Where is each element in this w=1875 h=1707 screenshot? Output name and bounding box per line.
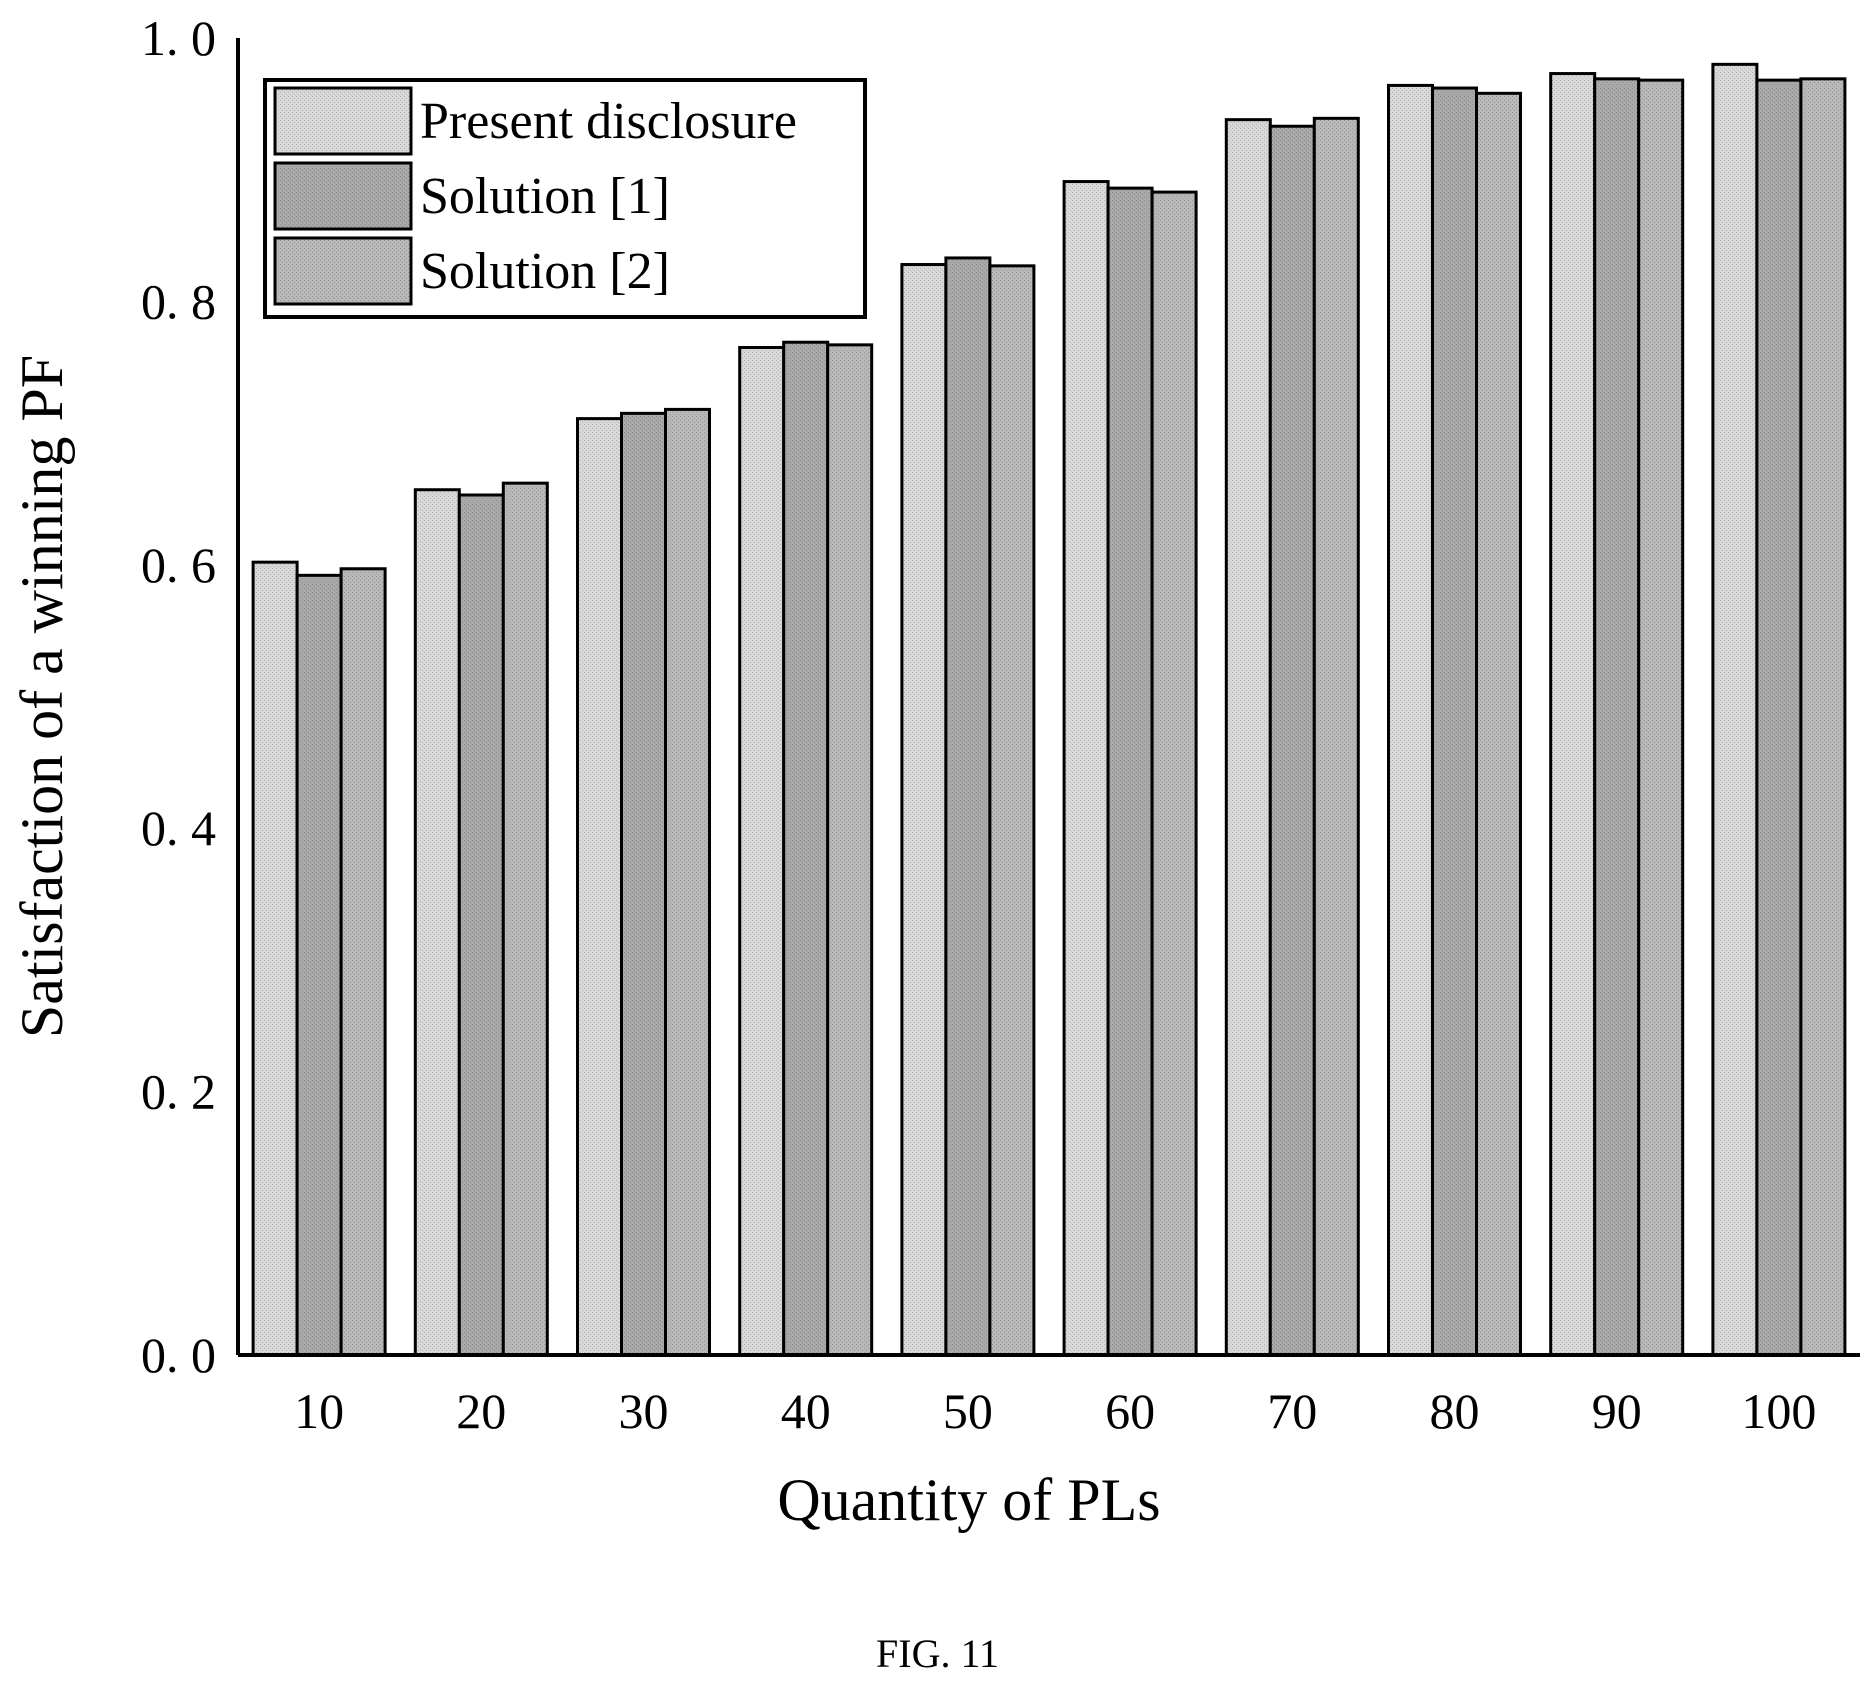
bar: [1711, 62, 1759, 1357]
bar: [900, 263, 948, 1357]
y-tick-labels: 0. 0 0. 2 0. 4 0. 6 0. 8 1. 0: [141, 10, 216, 1383]
bar-outline: [1312, 116, 1360, 1357]
x-tick-label: 40: [781, 1383, 831, 1439]
bar: [295, 573, 343, 1357]
bar-outline: [664, 407, 711, 1357]
bar-outline: [413, 488, 461, 1357]
legend-label: Solution [2]: [420, 243, 670, 300]
bar: [251, 560, 299, 1357]
bar: [782, 340, 830, 1357]
bar-outline: [1755, 78, 1803, 1357]
bar: [738, 345, 786, 1357]
bar-outline: [1062, 180, 1110, 1357]
x-tick-label: 70: [1267, 1383, 1317, 1439]
bar-outline: [251, 560, 299, 1357]
x-tick-label: 100: [1741, 1383, 1816, 1439]
bar: [1799, 77, 1847, 1357]
bar-outline: [620, 411, 667, 1357]
bar-outline: [826, 343, 874, 1357]
bar: [620, 411, 667, 1357]
legend-item: Solution [2]: [273, 236, 670, 306]
bar-outline: [1475, 91, 1522, 1357]
bars-group: [251, 62, 1847, 1357]
legend-swatch-outline: [273, 161, 413, 231]
bar-outline: [1431, 86, 1478, 1357]
bar-outline: [1224, 118, 1272, 1357]
y-tick-label: 0. 8: [141, 273, 216, 329]
bar-outline: [1268, 124, 1316, 1357]
bar: [1062, 180, 1110, 1357]
y-tick-label: 0. 4: [141, 800, 216, 856]
x-tick-label: 90: [1592, 1383, 1642, 1439]
bar-outline: [944, 256, 992, 1357]
bar: [826, 343, 874, 1357]
bar: [1268, 124, 1316, 1357]
bar: [1224, 118, 1272, 1357]
bar: [1755, 78, 1803, 1357]
bar: [576, 417, 623, 1357]
bar-outline: [1637, 78, 1685, 1357]
bar: [988, 264, 1036, 1357]
x-tick-label: 60: [1105, 1383, 1155, 1439]
legend: Present disclosure Solution [1] Solution […: [263, 78, 867, 319]
legend-swatch-outline: [273, 236, 413, 306]
bar: [1106, 186, 1154, 1357]
legend-item: Present disclosure: [273, 86, 797, 156]
x-tick-label: 20: [456, 1383, 506, 1439]
x-tick-labels: 10 20 30 40 50 60 70 80 90 100: [294, 1383, 1816, 1439]
figure-caption: FIG. 11: [876, 1631, 999, 1676]
bar: [664, 407, 711, 1357]
x-tick-label: 80: [1430, 1383, 1480, 1439]
y-axis-title: Satisfaction of a winning PF: [9, 355, 75, 1038]
bar: [1387, 83, 1434, 1357]
legend-label: Present disclosure: [420, 93, 797, 150]
bar-outline: [1150, 190, 1198, 1357]
bar-outline: [457, 493, 505, 1357]
bar-outline: [738, 345, 786, 1357]
legend-swatch-outline: [273, 86, 413, 156]
bar-outline: [1799, 77, 1847, 1357]
y-tick-label: 0. 6: [141, 537, 216, 593]
bar: [1431, 86, 1478, 1357]
y-tick-label: 0. 2: [141, 1064, 216, 1120]
bar-outline: [900, 263, 948, 1357]
legend-item: Solution [1]: [273, 161, 670, 231]
bar-outline: [1549, 72, 1597, 1357]
bar-outline: [1593, 77, 1641, 1357]
x-tick-label: 30: [619, 1383, 669, 1439]
bar-outline: [782, 340, 830, 1357]
y-tick-label: 1. 0: [141, 10, 216, 66]
bar-outline: [295, 573, 343, 1357]
y-tick-label: 0. 0: [141, 1327, 216, 1383]
bar: [1593, 77, 1641, 1357]
bar: [1475, 91, 1522, 1357]
bar-outline: [1387, 83, 1434, 1357]
bar: [339, 567, 387, 1357]
legend-label: Solution [1]: [420, 168, 670, 225]
bar-outline: [1711, 62, 1759, 1357]
bar-outline: [1106, 186, 1154, 1357]
bar-outline: [988, 264, 1036, 1357]
bar: [501, 481, 549, 1357]
x-tick-label: 50: [943, 1383, 993, 1439]
bar: [1312, 116, 1360, 1357]
bar-outline: [576, 417, 623, 1357]
bar: [1150, 190, 1198, 1357]
x-axis-title: Quantity of PLs: [777, 1467, 1160, 1533]
bar: [944, 256, 992, 1357]
bar-outline: [339, 567, 387, 1357]
bar-outline: [501, 481, 549, 1357]
x-tick-label: 10: [294, 1383, 344, 1439]
bar: [1637, 78, 1685, 1357]
bar: [413, 488, 461, 1357]
bar-chart: 0. 0 0. 2 0. 4 0. 6 0. 8 1. 0 10 20 30 40 50 60 70 8…: [9, 10, 1860, 1533]
bar: [1549, 72, 1597, 1357]
bar: [457, 493, 505, 1357]
